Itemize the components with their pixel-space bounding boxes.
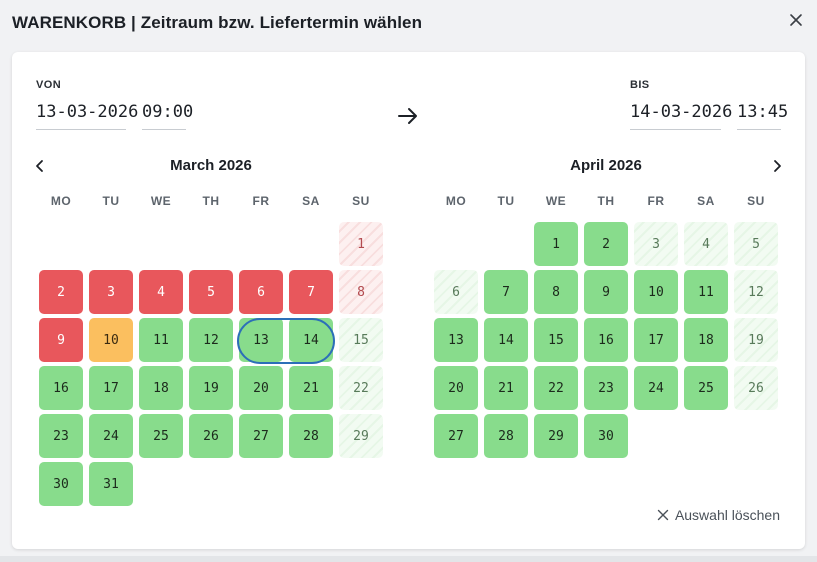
calendar-day[interactable]: 19 — [189, 366, 233, 410]
calendar-day[interactable]: 25 — [139, 414, 183, 458]
weekday-header: WE — [545, 194, 567, 208]
calendar-day[interactable]: 13 — [434, 318, 478, 362]
calendar-day[interactable]: 2 — [584, 222, 628, 266]
calendar-day[interactable]: 16 — [39, 366, 83, 410]
calendar-day[interactable]: 27 — [239, 414, 283, 458]
calendar-day[interactable]: 14 — [484, 318, 528, 362]
calendar-day[interactable]: 29 — [339, 414, 383, 458]
weekday-header: SA — [697, 194, 715, 208]
calendar-day[interactable]: 11 — [684, 270, 728, 314]
clear-selection-button[interactable]: Auswahl löschen — [657, 507, 780, 523]
calendar-day[interactable]: 31 — [89, 462, 133, 506]
weekday-header: TH — [202, 194, 220, 208]
calendar-day[interactable]: 29 — [534, 414, 578, 458]
weekday-header: MO — [445, 194, 467, 208]
calendar-day[interactable]: 14 — [289, 318, 333, 362]
weekday-header: WE — [150, 194, 172, 208]
close-icon — [790, 14, 802, 26]
weekday-header: SU — [352, 194, 370, 208]
to-date-field[interactable]: 14-03-2026 — [630, 102, 732, 130]
calendar-day[interactable]: 12 — [189, 318, 233, 362]
from-time-field[interactable]: 09:00 — [142, 102, 193, 130]
calendar-day[interactable]: 13 — [239, 318, 283, 362]
calendar-day[interactable]: 5 — [189, 270, 233, 314]
calendar-day[interactable]: 30 — [39, 462, 83, 506]
calendar-day[interactable]: 18 — [684, 318, 728, 362]
calendar-day[interactable]: 15 — [534, 318, 578, 362]
calendar-day[interactable]: 17 — [89, 366, 133, 410]
calendar-day[interactable]: 20 — [239, 366, 283, 410]
calendar-day[interactable]: 27 — [434, 414, 478, 458]
calendar-day[interactable]: 6 — [239, 270, 283, 314]
dialog-title: WARENKORB | Zeitraum bzw. Liefertermin w… — [12, 13, 423, 32]
month-title: April 2026 — [570, 157, 642, 174]
calendar-day[interactable]: 5 — [734, 222, 778, 266]
calendar-day[interactable]: 3 — [89, 270, 133, 314]
to-time-field[interactable]: 13:45 — [737, 102, 788, 130]
weekday-header: TH — [597, 194, 615, 208]
calendar-day[interactable]: 22 — [339, 366, 383, 410]
calendar-day[interactable]: 9 — [39, 318, 83, 362]
calendar-day[interactable]: 18 — [139, 366, 183, 410]
calendar-day[interactable]: 4 — [139, 270, 183, 314]
calendar-day[interactable]: 26 — [734, 366, 778, 410]
calendar-day[interactable]: 1 — [534, 222, 578, 266]
bottom-bar — [0, 556, 817, 562]
close-button[interactable] — [787, 11, 805, 29]
calendar-day[interactable]: 25 — [684, 366, 728, 410]
chevron-right-icon — [774, 160, 781, 172]
calendar-day[interactable]: 23 — [39, 414, 83, 458]
calendar-day[interactable]: 10 — [89, 318, 133, 362]
calendar-day[interactable]: 10 — [634, 270, 678, 314]
prev-month-button[interactable] — [32, 158, 48, 174]
calendar-day[interactable]: 12 — [734, 270, 778, 314]
weekday-header: FR — [252, 194, 270, 208]
calendar-day[interactable]: 21 — [289, 366, 333, 410]
from-date-field[interactable]: 13-03-2026 — [36, 102, 138, 130]
next-month-button[interactable] — [769, 158, 785, 174]
calendar-day[interactable]: 24 — [89, 414, 133, 458]
chevron-left-icon — [36, 160, 43, 172]
weekday-header: TU — [102, 194, 120, 208]
calendar-day[interactable]: 23 — [584, 366, 628, 410]
weekday-header: FR — [647, 194, 665, 208]
calendar-day[interactable]: 17 — [634, 318, 678, 362]
calendar-day[interactable]: 24 — [634, 366, 678, 410]
close-icon — [657, 509, 669, 521]
calendar-day[interactable]: 9 — [584, 270, 628, 314]
calendar-day[interactable]: 7 — [289, 270, 333, 314]
calendar-day[interactable]: 21 — [484, 366, 528, 410]
calendar-day[interactable]: 1 — [339, 222, 383, 266]
calendar-day[interactable]: 2 — [39, 270, 83, 314]
calendar-day[interactable]: 15 — [339, 318, 383, 362]
weekday-header: MO — [50, 194, 72, 208]
weekday-header: SA — [302, 194, 320, 208]
arrow-right-icon — [398, 108, 417, 124]
weekday-header: SU — [747, 194, 765, 208]
calendar-day[interactable]: 7 — [484, 270, 528, 314]
calendar-day[interactable]: 8 — [339, 270, 383, 314]
calendar-day[interactable]: 6 — [434, 270, 478, 314]
calendar-day[interactable]: 4 — [684, 222, 728, 266]
calendar-day[interactable]: 28 — [484, 414, 528, 458]
month-title: March 2026 — [170, 157, 252, 174]
calendar-day[interactable]: 8 — [534, 270, 578, 314]
calendar-day[interactable]: 30 — [584, 414, 628, 458]
weekday-header: TU — [497, 194, 515, 208]
calendar-day[interactable]: 22 — [534, 366, 578, 410]
from-label: VON — [36, 79, 62, 91]
calendar-day[interactable]: 11 — [139, 318, 183, 362]
calendar-day[interactable]: 16 — [584, 318, 628, 362]
calendar-day[interactable]: 20 — [434, 366, 478, 410]
to-label: BIS — [630, 79, 650, 91]
calendar-day[interactable]: 28 — [289, 414, 333, 458]
calendar-day[interactable]: 26 — [189, 414, 233, 458]
calendar-day[interactable]: 19 — [734, 318, 778, 362]
clear-selection-label: Auswahl löschen — [674, 507, 780, 523]
calendar-day[interactable]: 3 — [634, 222, 678, 266]
